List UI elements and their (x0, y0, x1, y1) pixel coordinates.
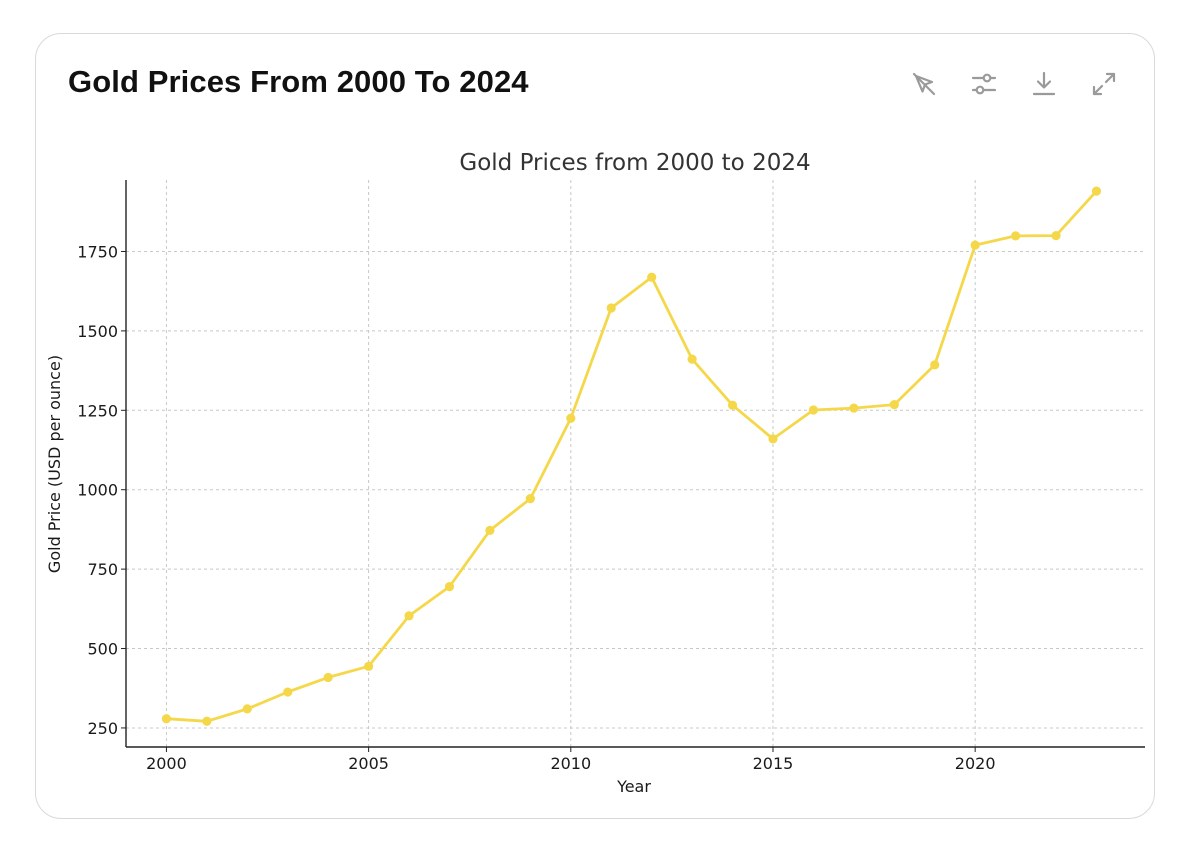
data-point (566, 413, 576, 423)
grid-lines (126, 180, 1145, 747)
chart-settings-button[interactable] (964, 64, 1004, 104)
y-tick-label: 1750 (77, 242, 118, 261)
data-point (161, 714, 172, 724)
y-tick-label: 250 (87, 719, 118, 738)
download-button[interactable] (1024, 64, 1064, 104)
x-tick-label: 2020 (955, 754, 996, 773)
data-point (364, 661, 374, 671)
y-axis-label: Gold Price (USD per ounce) (45, 355, 64, 573)
tick-labels: 2000 2005 2010 2015 2020 250 500 750 1000 1250 150… (77, 242, 995, 773)
data-point (1011, 231, 1021, 241)
data-point (930, 360, 940, 370)
data-point (202, 716, 212, 726)
data-point (1051, 230, 1061, 241)
interactive-toggle-button[interactable] (904, 64, 944, 104)
data-point (647, 272, 657, 282)
expand-button[interactable] (1084, 64, 1124, 104)
chart-toolbar (904, 64, 1124, 104)
data-point (849, 403, 859, 413)
data-point (242, 704, 252, 714)
axes (121, 180, 1145, 752)
x-tick-label: 2010 (550, 754, 591, 773)
data-point (606, 303, 616, 313)
data-point (323, 672, 333, 683)
series-gold-price (161, 186, 1102, 726)
interactive-off-icon (912, 72, 936, 96)
data-point (1091, 186, 1102, 196)
series-line (164, 189, 1098, 723)
chart-title: Gold Prices from 2000 to 2024 (459, 150, 810, 176)
x-axis-label: Year (616, 777, 651, 796)
data-point (970, 240, 980, 250)
chart-card: Gold Prices From 2000 To 2024 (35, 33, 1155, 819)
y-tick-label: 1500 (77, 322, 118, 341)
data-point (485, 525, 495, 535)
data-point (404, 611, 414, 621)
x-tick-label: 2005 (348, 754, 389, 773)
expand-icon (1092, 72, 1116, 96)
y-tick-label: 1250 (77, 401, 118, 420)
card-title: Gold Prices From 2000 To 2024 (68, 64, 529, 99)
data-point (525, 494, 535, 504)
y-tick-label: 1000 (77, 481, 118, 500)
data-point (768, 434, 778, 444)
data-point (444, 581, 455, 592)
data-point (283, 687, 293, 697)
x-tick-label: 2000 (146, 754, 187, 773)
data-point (808, 405, 819, 415)
sliders-icon (971, 73, 997, 95)
y-tick-label: 500 (87, 640, 118, 659)
data-point (889, 399, 899, 410)
y-tick-label: 750 (87, 560, 118, 579)
x-tick-label: 2015 (753, 754, 794, 773)
data-point (687, 354, 697, 364)
data-point (727, 400, 738, 410)
download-icon (1032, 71, 1056, 96)
